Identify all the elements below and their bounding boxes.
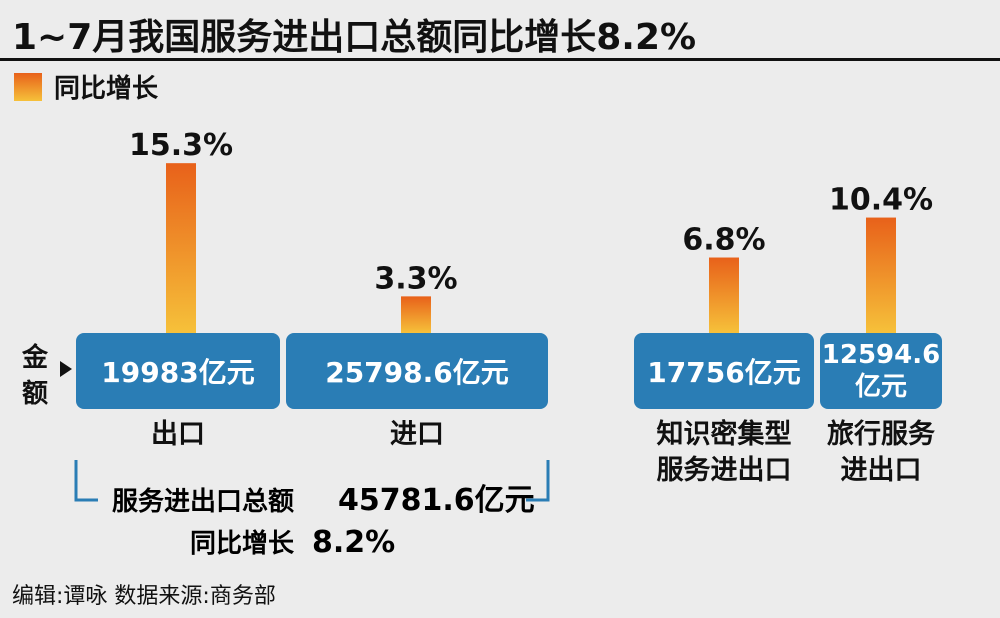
category-label: 旅行服务 [827, 418, 935, 450]
amount-value-label: 25798.6亿元 [325, 356, 509, 389]
category-label: 服务进出口 [657, 455, 792, 486]
summary-growth-label: 同比增长 [190, 528, 295, 559]
summary-total-value: 45781.6亿元 [338, 483, 535, 518]
amount-value-label: 亿元 [855, 372, 907, 402]
amount-value-label: 17756亿元 [647, 356, 800, 389]
footer-credit: 编辑:谭咏 数据来源:商务部 [12, 584, 276, 609]
amount-box [820, 333, 942, 409]
legend: 同比增长 [14, 68, 158, 105]
legend-label: 同比增长 [54, 74, 159, 104]
amount-value-label: 19983亿元 [101, 356, 254, 389]
amount-box [634, 333, 814, 409]
category-label: 出口 [151, 419, 205, 450]
amount-arrow-icon [60, 361, 72, 377]
growth-bar [866, 217, 896, 333]
growth-value-label: 3.3% [374, 261, 457, 296]
growth-value-label: 10.4% [829, 183, 933, 218]
summary-growth-value: 8.2% [312, 525, 395, 560]
growth-bar [401, 296, 431, 333]
amount-value-label: 12594.6 [822, 340, 940, 370]
summary-bracket-line [74, 460, 550, 502]
category-label: 进口 [390, 419, 444, 450]
category-label: 知识密集型 [657, 418, 792, 450]
category-label: 进出口 [841, 455, 922, 486]
legend-swatch [14, 72, 42, 101]
growth-value-label: 15.3% [129, 128, 233, 163]
title-divider [0, 58, 1000, 61]
growth-bar [166, 163, 196, 333]
amount-box [286, 333, 548, 409]
summary-bracket [74, 460, 550, 502]
amount-box [76, 333, 280, 409]
amount-axis-label: 金额 [21, 343, 48, 409]
growth-value-label: 6.8% [682, 223, 765, 258]
page-title: 1~7月我国服务进出口总额同比增长8.2% [12, 17, 697, 58]
summary-total-label: 服务进出口总额 [112, 487, 294, 517]
growth-bar [709, 257, 739, 333]
